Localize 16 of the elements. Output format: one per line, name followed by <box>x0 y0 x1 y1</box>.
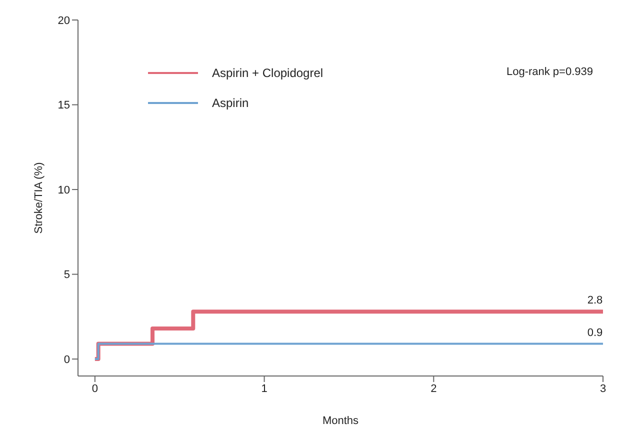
y-axis-title: Stroke/TIA (%) <box>32 162 45 234</box>
x-tick-label: 1 <box>261 382 268 395</box>
y-tick-label: 15 <box>58 100 70 112</box>
x-axis-title: Months <box>322 415 360 427</box>
x-tick-label: 2 <box>430 382 437 395</box>
x-tick-label: 0 <box>92 382 98 395</box>
legend-label: Aspirin + Clopidogrel <box>212 66 324 80</box>
y-tick-label: 20 <box>58 14 70 27</box>
y-tick-label: 10 <box>58 184 70 196</box>
y-tick-label: 5 <box>64 269 70 282</box>
annotation: Log-rank p=0.939 <box>506 66 593 78</box>
annotation: 0.9 <box>587 326 603 339</box>
x-tick-label: 3 <box>600 382 606 395</box>
y-tick-label: 0 <box>64 354 70 366</box>
annotation: 2.8 <box>587 294 603 307</box>
legend-label: Aspirin <box>212 96 249 110</box>
